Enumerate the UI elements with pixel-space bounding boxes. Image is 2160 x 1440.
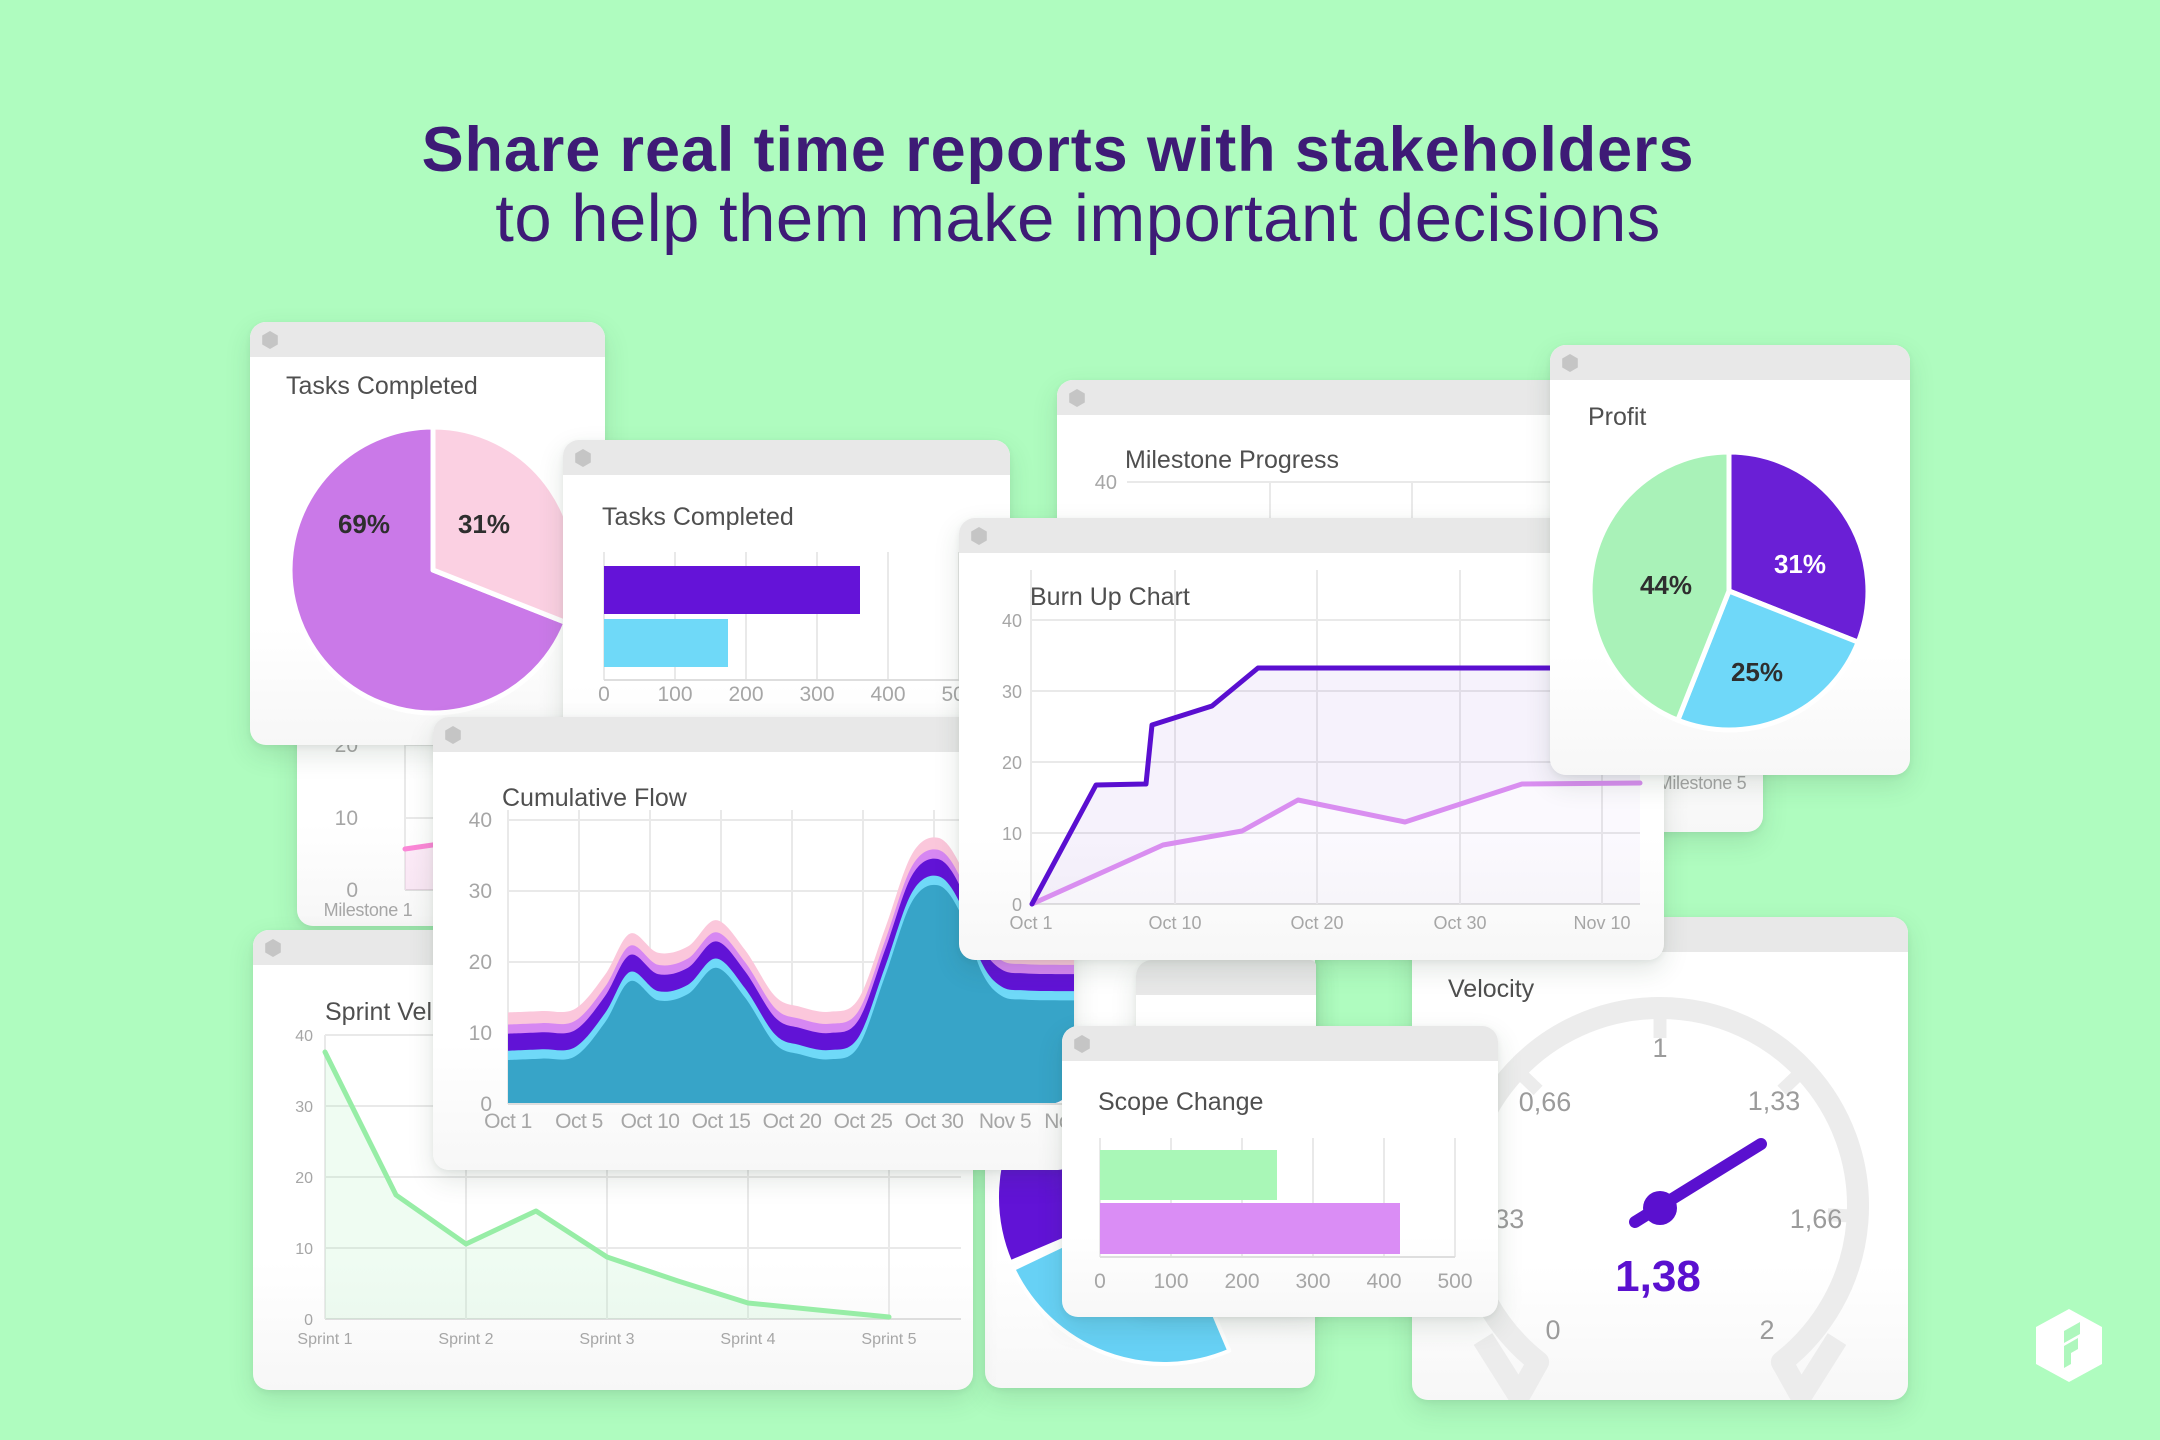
svg-text:1: 1 <box>1652 1033 1667 1063</box>
svg-text:Sprint 3: Sprint 3 <box>579 1331 634 1348</box>
svg-text:40: 40 <box>469 809 492 832</box>
svg-text:Milestone Progress: Milestone Progress <box>1125 446 1339 474</box>
svg-text:69%: 69% <box>338 509 390 539</box>
svg-text:Velocity: Velocity <box>1448 975 1535 1003</box>
svg-text:0: 0 <box>1545 1315 1560 1345</box>
svg-text:44%: 44% <box>1640 570 1692 600</box>
svg-text:Tasks Completed: Tasks Completed <box>286 372 478 400</box>
svg-text:0: 0 <box>1012 895 1022 915</box>
svg-text:Oct 15: Oct 15 <box>692 1110 751 1133</box>
svg-text:20: 20 <box>1002 753 1022 773</box>
svg-text:300: 300 <box>1295 1270 1330 1293</box>
svg-text:100: 100 <box>1153 1270 1188 1293</box>
svg-text:Sprint 1: Sprint 1 <box>297 1331 352 1348</box>
svg-text:Cumulative Flow: Cumulative Flow <box>502 784 688 812</box>
svg-text:300: 300 <box>799 683 834 706</box>
svg-text:0: 0 <box>598 683 610 706</box>
svg-text:0: 0 <box>304 1312 313 1329</box>
svg-text:30: 30 <box>295 1099 313 1116</box>
svg-text:Nov 5: Nov 5 <box>979 1110 1031 1133</box>
svg-text:1,33: 1,33 <box>1748 1086 1801 1116</box>
svg-text:40: 40 <box>1095 472 1117 494</box>
svg-text:500: 500 <box>1437 1270 1472 1293</box>
svg-text:Sprint 4: Sprint 4 <box>720 1331 775 1348</box>
svg-text:10: 10 <box>469 1022 492 1045</box>
svg-text:400: 400 <box>870 683 905 706</box>
svg-text:30: 30 <box>469 880 492 903</box>
svg-text:0: 0 <box>480 1093 492 1116</box>
svg-text:31%: 31% <box>458 509 510 539</box>
svg-text:0: 0 <box>346 879 358 902</box>
svg-text:30: 30 <box>1002 682 1022 702</box>
svg-text:Oct 30: Oct 30 <box>1433 913 1486 933</box>
svg-text:Oct 10: Oct 10 <box>1148 913 1201 933</box>
svg-text:20: 20 <box>469 951 492 974</box>
svg-text:40: 40 <box>1002 611 1022 631</box>
svg-text:Nov 10: Nov 10 <box>1573 913 1630 933</box>
svg-text:31%: 31% <box>1774 549 1826 579</box>
svg-text:Oct 25: Oct 25 <box>834 1110 893 1133</box>
svg-text:1,38: 1,38 <box>1615 1252 1701 1301</box>
svg-text:20: 20 <box>295 1170 313 1187</box>
svg-text:1,66: 1,66 <box>1790 1204 1843 1234</box>
svg-text:Oct 30: Oct 30 <box>905 1110 964 1133</box>
svg-text:Burn Up Chart: Burn Up Chart <box>1030 583 1190 611</box>
svg-text:Oct 1: Oct 1 <box>484 1110 532 1133</box>
svg-text:10: 10 <box>295 1241 313 1258</box>
svg-text:100: 100 <box>657 683 692 706</box>
svg-text:Oct 10: Oct 10 <box>621 1110 680 1133</box>
svg-text:10: 10 <box>1002 824 1022 844</box>
svg-text:Tasks Completed: Tasks Completed <box>602 503 794 531</box>
svg-text:Sprint 5: Sprint 5 <box>861 1331 916 1348</box>
svg-text:Oct 20: Oct 20 <box>763 1110 822 1133</box>
svg-text:25%: 25% <box>1731 657 1783 687</box>
svg-text:Scope Change: Scope Change <box>1098 1088 1263 1116</box>
svg-text:Oct 1: Oct 1 <box>1009 913 1052 933</box>
svg-text:Oct 5: Oct 5 <box>555 1110 603 1133</box>
svg-text:40: 40 <box>295 1028 313 1045</box>
svg-text:200: 200 <box>1224 1270 1259 1293</box>
svg-text:Sprint 2: Sprint 2 <box>438 1331 493 1348</box>
svg-text:2: 2 <box>1759 1315 1774 1345</box>
svg-text:0,66: 0,66 <box>1519 1087 1572 1117</box>
svg-text:0: 0 <box>1094 1270 1106 1293</box>
svg-text:Milestone 1: Milestone 1 <box>324 900 413 920</box>
svg-text:Profit: Profit <box>1588 403 1646 431</box>
svg-text:10: 10 <box>335 807 358 830</box>
svg-text:Oct 20: Oct 20 <box>1290 913 1343 933</box>
svg-text:400: 400 <box>1366 1270 1401 1293</box>
svg-text:200: 200 <box>728 683 763 706</box>
svg-text:Milestone 5: Milestone 5 <box>1658 773 1747 793</box>
